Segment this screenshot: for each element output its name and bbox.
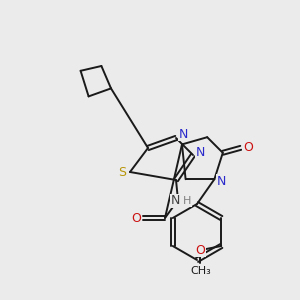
- Text: O: O: [131, 212, 141, 224]
- Text: N: N: [178, 128, 188, 140]
- Text: O: O: [195, 244, 205, 256]
- Text: H: H: [183, 196, 191, 206]
- Text: N: N: [217, 175, 226, 188]
- Text: S: S: [118, 166, 126, 178]
- Text: N: N: [195, 146, 205, 160]
- Text: O: O: [243, 141, 253, 154]
- Text: CH₃: CH₃: [191, 266, 212, 276]
- Text: N: N: [170, 194, 180, 208]
